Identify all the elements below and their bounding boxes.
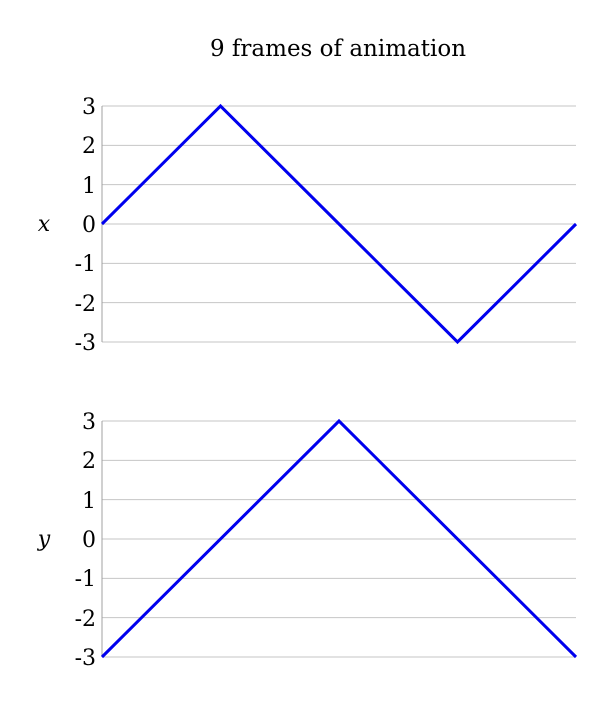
y-tick-label: 1 bbox=[82, 489, 96, 514]
y-tick-label: -2 bbox=[75, 607, 96, 632]
x-axis-label: x bbox=[38, 212, 51, 237]
y-tick-label: -3 bbox=[75, 646, 96, 671]
chart-title: 9 frames of animation bbox=[210, 36, 466, 62]
y-tick-label: 2 bbox=[82, 449, 96, 474]
y-tick-label: -1 bbox=[75, 567, 96, 592]
y-tick-label: 3 bbox=[82, 95, 96, 120]
y-gridlines bbox=[102, 420, 576, 658]
y-tick-label: 1 bbox=[82, 174, 96, 199]
y-axis-label: y bbox=[37, 527, 51, 552]
y-tick-label: 2 bbox=[82, 134, 96, 159]
x-series-line bbox=[100, 103, 578, 345]
y-panel: 3 2 1 0 -1 -2 -3 y bbox=[37, 410, 578, 671]
y-tick-label: -3 bbox=[75, 331, 96, 356]
y-tick-label: 0 bbox=[82, 528, 96, 553]
y-tick-label: 0 bbox=[82, 213, 96, 238]
y-tick-label: -1 bbox=[75, 252, 96, 277]
x-panel: 3 2 1 0 -1 -2 -3 x bbox=[38, 95, 578, 356]
y-tick-label: 3 bbox=[82, 410, 96, 435]
y-series-line bbox=[100, 418, 578, 659]
y-tick-label: -2 bbox=[75, 292, 96, 317]
